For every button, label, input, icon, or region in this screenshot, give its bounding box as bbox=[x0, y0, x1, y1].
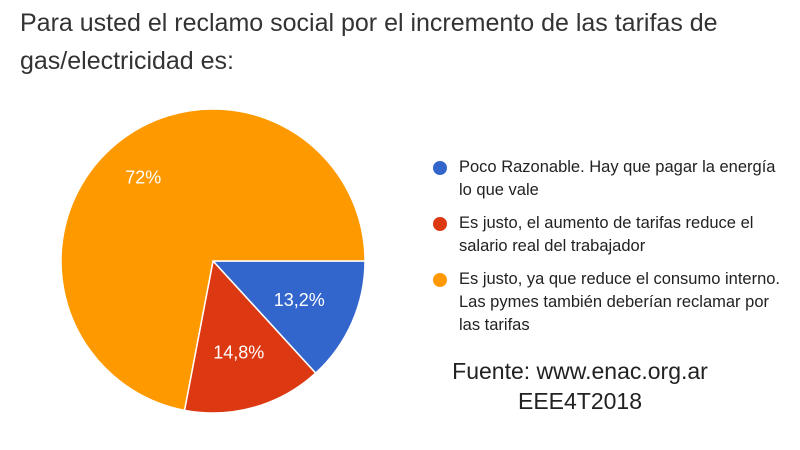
pie-slice-consumo-interno bbox=[60, 108, 366, 412]
chart-title: Para usted el reclamo social por el incr… bbox=[20, 9, 718, 75]
source-line-1: Fuente: www.enac.org.ar bbox=[452, 358, 708, 384]
legend-label: Es justo, ya que reduce el consumo inter… bbox=[459, 270, 781, 334]
legend-swatch-red bbox=[433, 217, 447, 231]
legend-item-poco-razonable: Poco Razonable. Hay que pagar la energía… bbox=[433, 156, 788, 202]
source-line-2: EEE4T2018 bbox=[517, 388, 643, 414]
legend-item-salario-real: Es justo, el aumento de tarifas reduce e… bbox=[433, 212, 788, 258]
legend-label: Es justo, el aumento de tarifas reduce e… bbox=[459, 214, 754, 255]
legend-swatch-orange bbox=[433, 273, 447, 287]
pie-data-label: 13,2% bbox=[274, 290, 325, 310]
legend-swatch-blue bbox=[433, 161, 447, 175]
legend: Poco Razonable. Hay que pagar la energía… bbox=[433, 156, 788, 347]
legend-label: Poco Razonable. Hay que pagar la energía… bbox=[459, 158, 776, 199]
legend-item-consumo-interno: Es justo, ya que reduce el consumo inter… bbox=[433, 268, 788, 337]
source-note: Fuente: www.enac.org.ar EEE4T2018 bbox=[400, 356, 760, 416]
pie-slice-salario-real bbox=[183, 259, 317, 414]
pie-slice-poco-razonable bbox=[211, 260, 366, 375]
pie-data-label: 14,8% bbox=[213, 343, 264, 363]
pie-data-label: 72% bbox=[125, 168, 161, 188]
